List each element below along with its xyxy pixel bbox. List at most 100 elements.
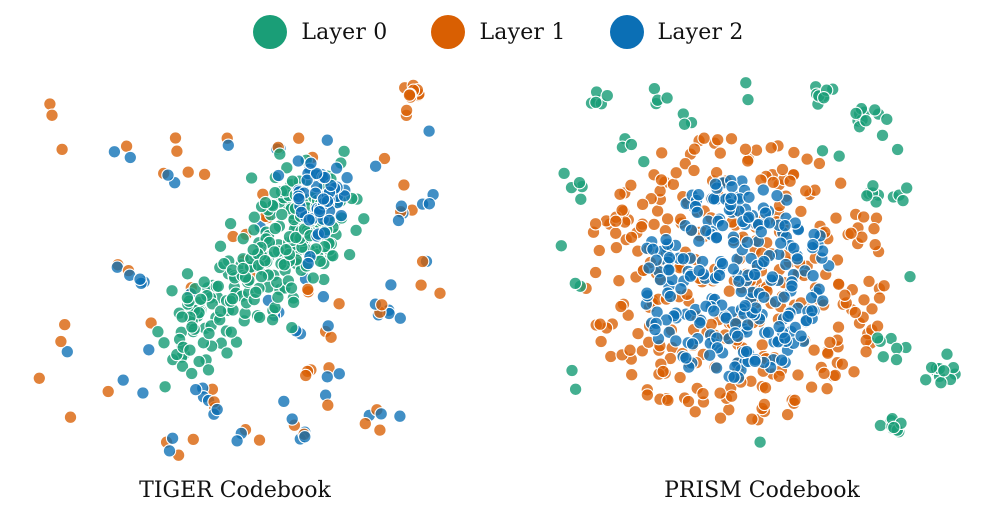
prism-point-layer-0 bbox=[889, 341, 904, 356]
prism-point-layer-1 bbox=[669, 166, 683, 180]
tiger-point-layer-1 bbox=[186, 432, 201, 447]
prism-point-layer-1 bbox=[772, 369, 786, 384]
tiger-point-layer-2 bbox=[188, 382, 203, 397]
tiger-point-layer-0 bbox=[192, 354, 206, 369]
prism-point-layer-2 bbox=[669, 334, 683, 348]
prism-point-layer-1 bbox=[650, 204, 665, 218]
tiger-point-layer-2 bbox=[320, 133, 335, 147]
prism-point-layer-1 bbox=[673, 370, 687, 385]
tiger-point-layer-0 bbox=[252, 310, 267, 325]
tiger-point-layer-2 bbox=[316, 192, 331, 206]
tiger-point-layer-0 bbox=[247, 210, 262, 224]
tiger-point-layer-2 bbox=[329, 161, 344, 175]
prism-point-layer-1 bbox=[623, 343, 637, 357]
prism-point-layer-1 bbox=[724, 389, 739, 403]
prism-point-layer-1 bbox=[697, 131, 711, 145]
tiger-point-layer-2 bbox=[322, 213, 337, 228]
tiger-point-layer-1 bbox=[332, 297, 346, 311]
tiger-point-layer-2 bbox=[165, 431, 180, 446]
prism-point-layer-2 bbox=[740, 235, 755, 250]
prism-point-layer-1 bbox=[798, 184, 813, 198]
prism-point-layer-0 bbox=[896, 193, 910, 208]
prism-point-layer-1 bbox=[859, 333, 873, 347]
prism-point-layer-2 bbox=[662, 263, 676, 277]
tiger-point-layer-2 bbox=[110, 260, 125, 274]
tiger-point-layer-2 bbox=[291, 154, 306, 168]
prism-point-layer-1 bbox=[847, 365, 861, 379]
prism-point-layer-1 bbox=[688, 405, 702, 419]
prism-point-layer-1 bbox=[788, 393, 802, 408]
prism-point-layer-1 bbox=[766, 175, 781, 190]
prism-point-layer-2 bbox=[709, 361, 724, 375]
prism-point-layer-1 bbox=[615, 203, 629, 217]
prism-point-layer-1 bbox=[696, 386, 710, 401]
prism-point-layer-1 bbox=[588, 265, 603, 280]
tiger-point-layer-1 bbox=[291, 131, 306, 145]
prism-point-layer-1 bbox=[687, 163, 701, 178]
prism-point-layer-2 bbox=[747, 267, 762, 282]
prism-point-layer-1 bbox=[870, 319, 885, 333]
tiger-point-layer-0 bbox=[244, 171, 259, 185]
prism-point-layer-1 bbox=[654, 146, 669, 160]
prism-point-layer-1 bbox=[862, 274, 876, 289]
tiger-point-layer-1 bbox=[397, 178, 411, 192]
tiger-point-layer-1 bbox=[298, 368, 313, 383]
tiger-point-layer-2 bbox=[116, 373, 130, 387]
tiger-point-layer-1 bbox=[414, 278, 428, 292]
legend-label-layer-2: Layer 2 bbox=[657, 19, 744, 45]
prism-point-layer-2 bbox=[726, 262, 741, 276]
tiger-point-layer-2 bbox=[312, 204, 327, 219]
prism-point-layer-1 bbox=[613, 187, 627, 202]
prism-point-layer-2 bbox=[739, 344, 754, 359]
tiger-point-layer-0 bbox=[271, 290, 285, 304]
prism-point-layer-2 bbox=[727, 370, 741, 385]
prism-point-layer-1 bbox=[635, 197, 650, 212]
prism-point-layer-2 bbox=[692, 234, 706, 248]
prism-point-layer-0 bbox=[554, 239, 569, 253]
prism-point-layer-1 bbox=[757, 397, 772, 412]
tiger-point-layer-0 bbox=[306, 271, 320, 285]
tiger-point-layer-1 bbox=[57, 317, 72, 332]
tiger-point-layer-0 bbox=[275, 207, 289, 222]
tiger-point-layer-0 bbox=[184, 366, 199, 381]
prism-point-layer-1 bbox=[794, 204, 808, 219]
prism-point-layer-1 bbox=[872, 291, 887, 305]
prism-point-layer-2 bbox=[676, 252, 690, 266]
tiger-point-layer-0 bbox=[273, 147, 287, 161]
prism-point-layer-0 bbox=[880, 112, 894, 127]
prism-point-layer-2 bbox=[692, 263, 706, 278]
prism-point-layer-0 bbox=[739, 76, 753, 90]
prism-point-layer-1 bbox=[844, 226, 858, 241]
prism-point-layer-1 bbox=[807, 343, 821, 357]
tiger-point-layer-2 bbox=[321, 319, 335, 333]
tiger-point-layer-2 bbox=[123, 150, 138, 165]
prism-point-layer-2 bbox=[712, 268, 727, 283]
prism-point-layer-0 bbox=[869, 195, 883, 209]
tiger-point-layer-0 bbox=[158, 380, 172, 394]
tiger-point-layer-0 bbox=[185, 320, 199, 334]
tiger-point-layer-0 bbox=[286, 295, 301, 310]
prism-point-layer-2 bbox=[640, 286, 654, 300]
tiger-point-layer-0 bbox=[249, 285, 263, 300]
tiger-point-layer-0 bbox=[202, 326, 216, 341]
tiger-point-layer-0 bbox=[267, 245, 282, 259]
tiger-point-layer-0 bbox=[180, 267, 195, 281]
prism-point-layer-2 bbox=[754, 225, 769, 239]
prism-point-layer-1 bbox=[588, 217, 603, 231]
tiger-point-layer-0 bbox=[175, 310, 189, 324]
tiger-point-layer-1 bbox=[358, 416, 373, 431]
tiger-point-layer-0 bbox=[213, 239, 228, 254]
tiger-point-layer-1 bbox=[101, 384, 115, 399]
tiger-point-layer-0 bbox=[213, 304, 228, 318]
tiger-point-layer-0 bbox=[225, 291, 240, 306]
prism-point-layer-0 bbox=[589, 95, 603, 110]
tiger-point-layer-2 bbox=[332, 367, 347, 381]
prism-point-layer-2 bbox=[804, 290, 819, 305]
prism-point-layer-2 bbox=[724, 191, 738, 206]
prism-point-layer-0 bbox=[565, 363, 579, 378]
tiger-point-layer-2 bbox=[292, 192, 306, 206]
legend-label-layer-0: Layer 0 bbox=[301, 19, 388, 45]
prism-point-layer-2 bbox=[679, 351, 693, 365]
tiger-point-layer-0 bbox=[285, 320, 299, 335]
tiger-point-layer-2 bbox=[422, 124, 436, 138]
